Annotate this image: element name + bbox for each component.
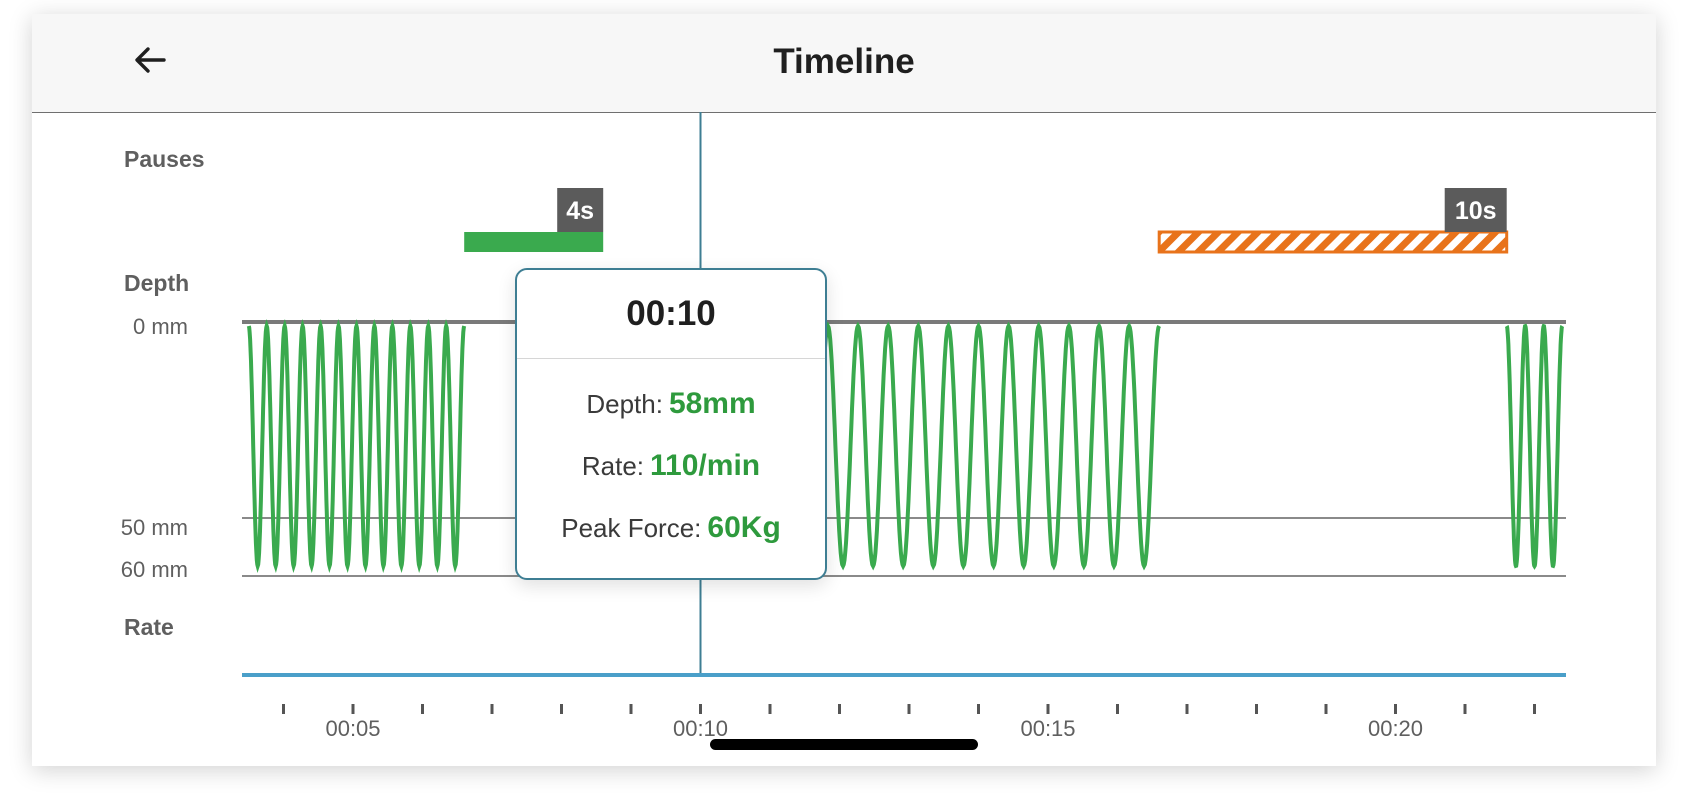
header-bar: Timeline bbox=[32, 14, 1656, 113]
time-axis-label: 00:20 bbox=[1367, 716, 1424, 741]
home-indicator[interactable] bbox=[710, 739, 978, 750]
pause-bar-1[interactable] bbox=[1157, 230, 1509, 254]
pause-badge-label-1: 10s bbox=[1455, 197, 1497, 225]
tooltip-rate-row: Rate: 110/min bbox=[517, 435, 825, 497]
arrow-left-icon bbox=[135, 47, 166, 73]
tooltip-depth-label: Depth: bbox=[586, 388, 663, 419]
depth-section-label: Depth bbox=[124, 270, 190, 296]
timeline-card: Timeline bbox=[32, 14, 1656, 766]
tooltip-time: 00:10 bbox=[517, 270, 825, 359]
pause-badge-0 bbox=[557, 188, 604, 232]
tooltip-force-value: 60Kg bbox=[707, 511, 781, 544]
tooltip-force-row: Peak Force: 60Kg bbox=[517, 497, 825, 559]
back-button[interactable] bbox=[128, 38, 172, 82]
time-axis-label: 00:05 bbox=[325, 716, 381, 741]
pause-bar-0[interactable] bbox=[464, 232, 604, 252]
depth-axis-bottom-label: 60 mm bbox=[120, 557, 188, 582]
pause-badge-label-0: 4s bbox=[566, 197, 594, 225]
time-axis-label: 00:10 bbox=[672, 716, 729, 741]
page-title: Timeline bbox=[773, 42, 915, 81]
data-tooltip: 00:10 Depth: 58mm Rate: 110/min Peak For… bbox=[515, 268, 827, 580]
tooltip-rate-value: 110/min bbox=[650, 449, 761, 482]
rate-section-label: Rate bbox=[124, 614, 174, 640]
tooltip-rate-label: Rate: bbox=[581, 450, 645, 481]
tooltip-depth-row: Depth: 58mm bbox=[517, 373, 825, 435]
time-axis-label: 00:15 bbox=[1020, 716, 1076, 741]
depth-axis-top-label: 0 mm bbox=[133, 314, 188, 339]
compression-wave-2 bbox=[1504, 323, 1565, 570]
pauses-section-label: Pauses bbox=[124, 146, 205, 172]
depth-axis-mid-label: 50 mm bbox=[120, 515, 188, 540]
compression-wave-0 bbox=[246, 319, 467, 573]
tooltip-depth-value: 58mm bbox=[668, 387, 756, 420]
pause-badge-1 bbox=[1444, 188, 1507, 232]
tooltip-force-label: Peak Force: bbox=[561, 512, 702, 543]
